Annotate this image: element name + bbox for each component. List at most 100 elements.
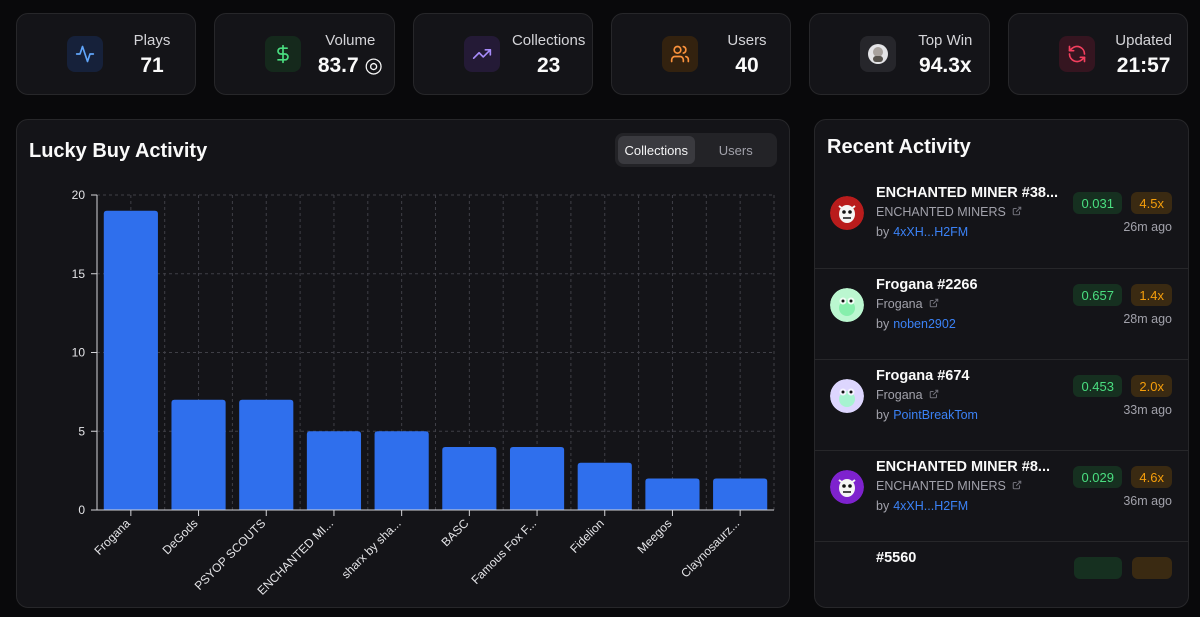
amount-badge: 0.029 [1073,466,1122,488]
activity-item-name[interactable]: ENCHANTED MINER #38... [876,185,1059,201]
activity-panel: Recent Activity ENCHANTED MINER #38... E… [814,119,1189,608]
activity-item-name[interactable]: Frogana #674 [876,368,970,384]
stat-label: Users [727,32,767,49]
activity-item-collection[interactable]: ENCHANTED MINERS [876,479,1022,493]
stat-value: 23 [536,54,561,77]
stat-card-volume: Volume 83.7 ◎ [214,13,395,95]
frogana-avatar-icon [830,288,864,322]
multiplier-badge: 2.0x [1131,375,1172,397]
x-tick-label: ENCHANTED MI... [255,516,337,598]
multiplier-badge: 1.4x [1131,284,1172,306]
amount-badge [1074,557,1122,579]
activity-item-name[interactable]: #5560 [876,550,917,566]
chart-tab-toggle: Collections Users [615,133,777,167]
multiplier-badge: 4.5x [1131,192,1172,214]
y-tick-label: 0 [78,503,85,517]
stat-value: 40 [735,54,759,77]
activity-time: 28m ago [1123,312,1172,326]
activity-icon [67,36,103,72]
activity-time: 36m ago [1123,494,1172,508]
stat-card-users: Users 40 [610,13,792,95]
y-tick-label: 15 [72,267,86,281]
bar [577,462,632,510]
x-tick-label: sharx by sha... [339,516,404,581]
frogana-avatar-icon [830,379,864,413]
stats-row: Plays 71 Volume 83.7 ◎ Collections 23 Us… [16,13,1188,95]
collection-label: Frogana [876,388,923,402]
users-icon [661,36,698,72]
stat-label: Updated [1115,32,1172,49]
trending-up-icon [463,36,500,72]
stat-card-plays: Plays 71 [16,13,197,95]
user-link[interactable]: 4xXH...H2FM [893,225,969,239]
x-tick-label: Frogana [91,516,133,558]
stat-card-updated: Updated 21:57 [1007,13,1188,95]
chart-panel: Lucky Buy Activity Collections Users 0 5 1… [16,119,790,608]
x-tick-label: BASC [438,516,471,549]
user-link[interactable]: noben2902 [893,317,956,331]
bar [442,447,497,510]
chart-title: Lucky Buy Activity [29,140,208,162]
bar [103,210,158,510]
external-link-icon[interactable] [929,297,939,311]
miner-avatar-icon [830,470,864,504]
y-tick-label: 20 [72,188,86,202]
bar [306,431,362,510]
activity-item-name[interactable]: Frogana #2266 [876,277,978,293]
stat-value: 21:57 [1116,54,1171,77]
activity-item[interactable]: ENCHANTED MINER #8... ENCHANTED MINERS b… [815,450,1188,541]
activity-item-by: by 4xXH...H2FM [876,499,968,513]
y-tick-label: 5 [78,424,85,438]
amount-badge: 0.453 [1073,375,1122,397]
external-link-icon[interactable] [1012,205,1022,219]
stat-card-collections: Collections 23 [412,13,593,95]
multiplier-badge: 4.6x [1131,466,1172,488]
dollar-icon [265,36,302,72]
activity-item-by: by 4xXH...H2FM [876,225,968,239]
activity-title: Recent Activity [827,136,971,158]
collection-label: ENCHANTED MINERS [876,205,1006,219]
external-link-icon[interactable] [1012,479,1022,493]
activity-list: ENCHANTED MINER #38... ENCHANTED MINERS … [815,177,1188,607]
stat-label: Plays [133,32,171,49]
by-label: by [876,408,890,422]
activity-item[interactable]: #5560 [815,541,1188,607]
activity-item[interactable]: Frogana #674 Frogana by PointBreakTom 0.4… [815,359,1188,450]
external-link-icon[interactable] [929,388,939,402]
bar [713,478,768,510]
stat-value: 83.7 ◎ [317,54,383,77]
user-link[interactable]: PointBreakTom [893,408,978,422]
activity-item-by: by noben2902 [876,317,956,331]
user-link[interactable]: 4xXH...H2FM [893,499,969,513]
activity-item-collection[interactable]: Frogana [876,388,939,402]
by-label: by [876,499,890,513]
activity-item-collection[interactable]: Frogana [876,297,939,311]
miner-avatar-icon [830,196,864,230]
collection-label: ENCHANTED MINERS [876,479,1006,493]
collection-label: Frogana [876,297,923,311]
activity-item[interactable]: ENCHANTED MINER #38... ENCHANTED MINERS … [815,177,1188,268]
x-tick-label: Meegos [634,516,674,556]
bar [239,399,294,510]
bar [171,399,226,510]
activity-item-name[interactable]: ENCHANTED MINER #8... [876,459,1051,475]
activity-time: 33m ago [1123,403,1172,417]
activity-item[interactable]: Frogana #2266 Frogana by noben2902 0.657 … [815,268,1188,359]
x-tick-label: Famous Fox F... [468,516,539,587]
activity-time: 26m ago [1123,220,1172,234]
stat-card-top-win: Top Win 94.3x [809,13,990,95]
y-tick-label: 10 [72,346,86,360]
multiplier-badge [1132,557,1172,579]
x-tick-label: PSYOP SCOUTS [192,516,269,593]
bar [645,478,700,510]
stat-value: 94.3x [919,54,972,77]
stat-label: Top Win [918,32,973,49]
activity-item-collection[interactable]: ENCHANTED MINERS [876,205,1022,219]
tab-users[interactable]: Users [718,142,753,158]
by-label: by [876,317,890,331]
top-win-avatar-icon [860,36,897,72]
x-tick-label: DeGods [160,516,201,557]
tab-collections[interactable]: Collections [618,136,695,164]
amount-badge: 0.031 [1073,192,1122,214]
